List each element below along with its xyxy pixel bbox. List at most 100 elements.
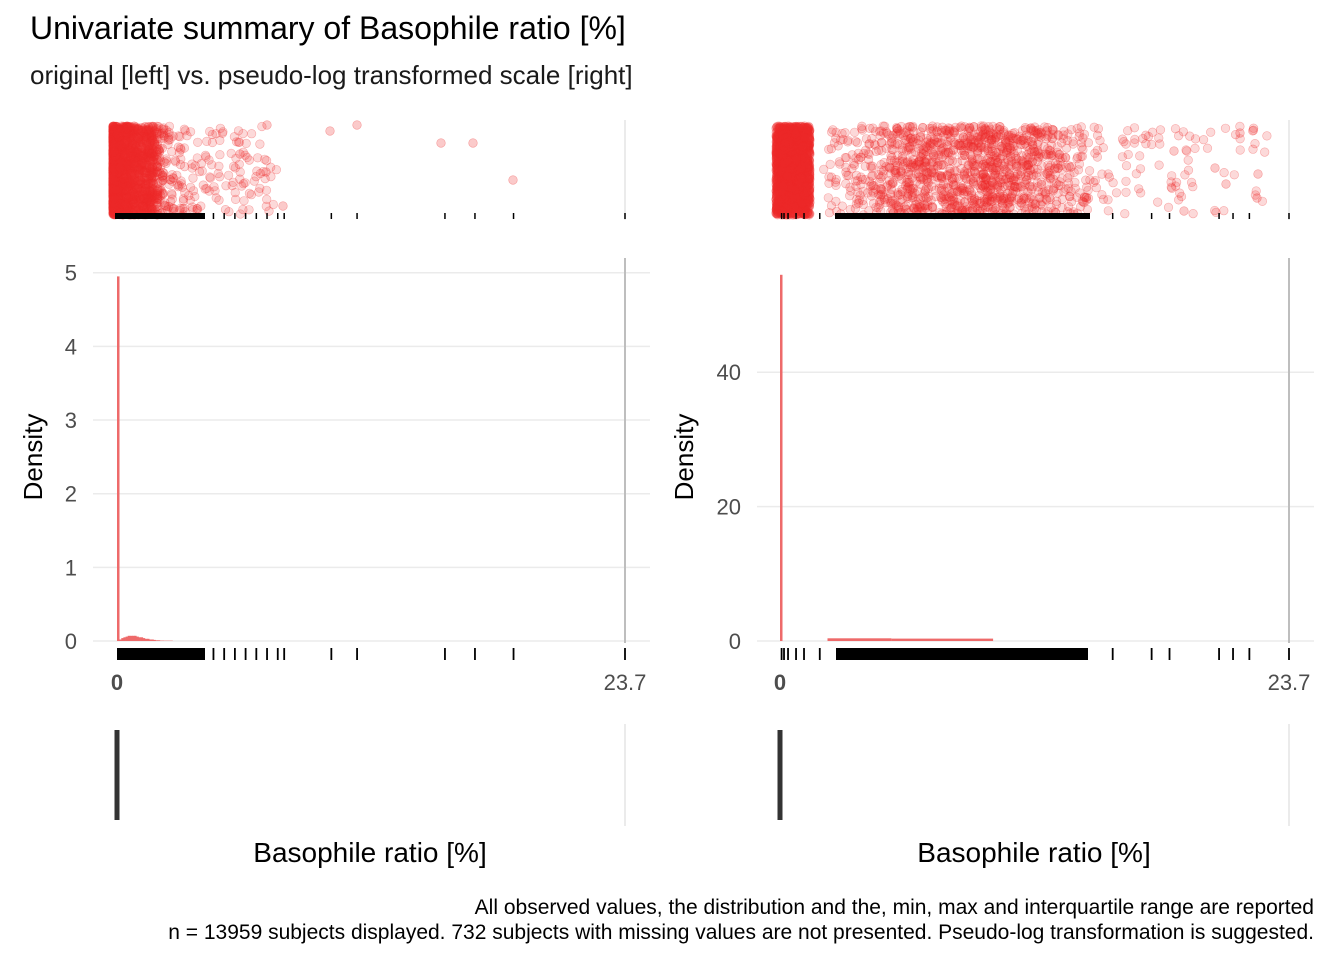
histogram-bar bbox=[123, 637, 126, 641]
jitter-point bbox=[114, 123, 125, 133]
jitter-point bbox=[147, 132, 157, 142]
jitter-point bbox=[108, 181, 118, 191]
jitter-point bbox=[109, 156, 119, 166]
jitter-point bbox=[241, 138, 251, 148]
jitter-point bbox=[152, 123, 162, 134]
jitter-point bbox=[125, 147, 135, 157]
jitter-point bbox=[215, 150, 225, 160]
jitter-point bbox=[133, 138, 143, 148]
jitter-point bbox=[133, 163, 143, 173]
jitter-point bbox=[111, 121, 121, 132]
jitter-point bbox=[255, 139, 265, 149]
jitter-point bbox=[108, 163, 118, 173]
jitter-point bbox=[111, 129, 121, 139]
jitter-point bbox=[134, 173, 144, 183]
jitter-point bbox=[113, 159, 123, 169]
jitter-point bbox=[116, 179, 126, 189]
jitter-point bbox=[108, 145, 118, 155]
jitter-point bbox=[247, 129, 257, 139]
y-axis-title: Density bbox=[18, 414, 48, 501]
jitter-point bbox=[164, 135, 174, 145]
jitter-point bbox=[125, 203, 135, 213]
jitter-point bbox=[108, 204, 118, 214]
jitter-point bbox=[114, 163, 124, 173]
jitter-point bbox=[148, 179, 158, 189]
jitter-point bbox=[117, 178, 127, 188]
jitter-point bbox=[134, 149, 144, 160]
jitter-point bbox=[133, 192, 143, 202]
jitter-point bbox=[111, 155, 121, 165]
jitter-point bbox=[117, 161, 127, 171]
jitter-point bbox=[152, 167, 162, 177]
jitter-point bbox=[109, 167, 119, 177]
jitter-point bbox=[119, 196, 129, 207]
histogram-bar bbox=[142, 638, 146, 641]
jitter-point bbox=[150, 165, 160, 175]
jitter-point bbox=[109, 164, 120, 174]
jitter-outlier bbox=[352, 120, 362, 130]
jitter-point bbox=[109, 163, 120, 173]
jitter-point bbox=[108, 141, 118, 151]
jitter-point bbox=[108, 196, 119, 206]
jitter-point bbox=[126, 133, 136, 143]
jitter-point bbox=[129, 154, 139, 164]
jitter-point bbox=[121, 172, 131, 182]
jitter-point bbox=[131, 198, 141, 209]
x-axis-title: Basophile ratio [%] bbox=[253, 837, 486, 868]
jitter-point bbox=[125, 148, 135, 158]
jitter-point bbox=[110, 152, 120, 162]
jitter-point bbox=[113, 166, 123, 176]
jitter-point bbox=[194, 167, 204, 177]
jitter-point bbox=[109, 143, 120, 153]
jitter-point bbox=[134, 145, 144, 155]
jitter-point bbox=[108, 178, 118, 188]
histogram-bar bbox=[127, 635, 131, 641]
jitter-point bbox=[112, 154, 122, 165]
jitter-point bbox=[108, 179, 118, 189]
jitter-point bbox=[115, 163, 125, 173]
jitter-point bbox=[114, 159, 124, 169]
jitter-point bbox=[124, 176, 134, 187]
jitter-point bbox=[165, 175, 175, 185]
jitter-point bbox=[121, 170, 131, 180]
jitter-point bbox=[110, 138, 120, 149]
jitter-point bbox=[116, 199, 126, 209]
jitter-point bbox=[224, 170, 234, 180]
jitter-point bbox=[116, 164, 126, 174]
jitter-point bbox=[147, 183, 157, 193]
jitter-point bbox=[118, 121, 129, 132]
jitter-point bbox=[205, 126, 215, 137]
jitter-point bbox=[146, 155, 156, 165]
jitter-point bbox=[134, 138, 144, 148]
jitter-point bbox=[127, 177, 137, 187]
jitter-point bbox=[135, 179, 145, 189]
jitter-point bbox=[111, 198, 121, 208]
y-tick-label: 5 bbox=[65, 261, 77, 286]
jitter-point bbox=[127, 131, 137, 141]
jitter-point bbox=[125, 165, 135, 175]
jitter-point bbox=[110, 185, 120, 195]
jitter-point bbox=[115, 166, 125, 177]
jitter-point bbox=[114, 155, 124, 165]
jitter-point bbox=[143, 149, 153, 159]
jitter-point bbox=[146, 166, 156, 177]
jitter-point bbox=[121, 142, 131, 152]
rug-dense-block bbox=[117, 648, 205, 660]
jitter-point bbox=[108, 135, 118, 145]
jitter-point bbox=[125, 133, 135, 143]
jitter-point bbox=[110, 127, 121, 137]
histogram-bar bbox=[157, 640, 161, 641]
jitter-point bbox=[143, 160, 153, 170]
jitter-point bbox=[135, 148, 145, 158]
jitter-point bbox=[113, 157, 123, 167]
jitter-point bbox=[238, 204, 248, 215]
jitter-point bbox=[145, 135, 155, 145]
jitter-point bbox=[139, 196, 149, 206]
jitter-point bbox=[132, 184, 142, 194]
jitter-point bbox=[108, 196, 118, 206]
jitter-point bbox=[118, 194, 128, 205]
jitter-point bbox=[226, 148, 236, 158]
jitter-point bbox=[122, 181, 132, 192]
jitter-point bbox=[136, 194, 146, 204]
